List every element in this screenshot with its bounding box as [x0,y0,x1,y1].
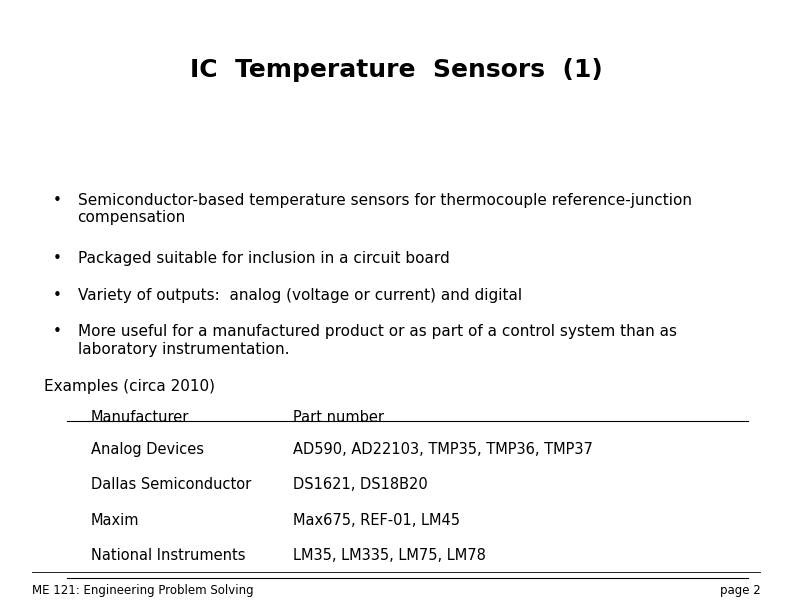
Text: AD590, AD22103, TMP35, TMP36, TMP37: AD590, AD22103, TMP35, TMP36, TMP37 [293,442,593,457]
Text: National Instruments: National Instruments [91,548,246,564]
Text: ME 121: Engineering Problem Solving: ME 121: Engineering Problem Solving [32,584,253,597]
Text: Max675, REF-01, LM45: Max675, REF-01, LM45 [293,513,460,528]
Text: More useful for a manufactured product or as part of a control system than as
la: More useful for a manufactured product o… [78,324,676,357]
Text: •: • [52,193,62,208]
Text: Manufacturer: Manufacturer [91,410,189,425]
Text: Dallas Semiconductor: Dallas Semiconductor [91,477,251,493]
Text: •: • [52,324,62,340]
Text: IC  Temperature  Sensors  (1): IC Temperature Sensors (1) [189,58,603,83]
Text: page 2: page 2 [720,584,760,597]
Text: Semiconductor-based temperature sensors for thermocouple reference-junction
comp: Semiconductor-based temperature sensors … [78,193,691,225]
Text: Examples (circa 2010): Examples (circa 2010) [44,379,215,395]
Text: DS1621, DS18B20: DS1621, DS18B20 [293,477,428,493]
Text: LM35, LM335, LM75, LM78: LM35, LM335, LM75, LM78 [293,548,486,564]
Text: Packaged suitable for inclusion in a circuit board: Packaged suitable for inclusion in a cir… [78,251,449,266]
Text: Analog Devices: Analog Devices [91,442,204,457]
Text: Part number: Part number [293,410,384,425]
Text: Maxim: Maxim [91,513,139,528]
Text: •: • [52,288,62,303]
Text: •: • [52,251,62,266]
Text: Variety of outputs:  analog (voltage or current) and digital: Variety of outputs: analog (voltage or c… [78,288,522,303]
